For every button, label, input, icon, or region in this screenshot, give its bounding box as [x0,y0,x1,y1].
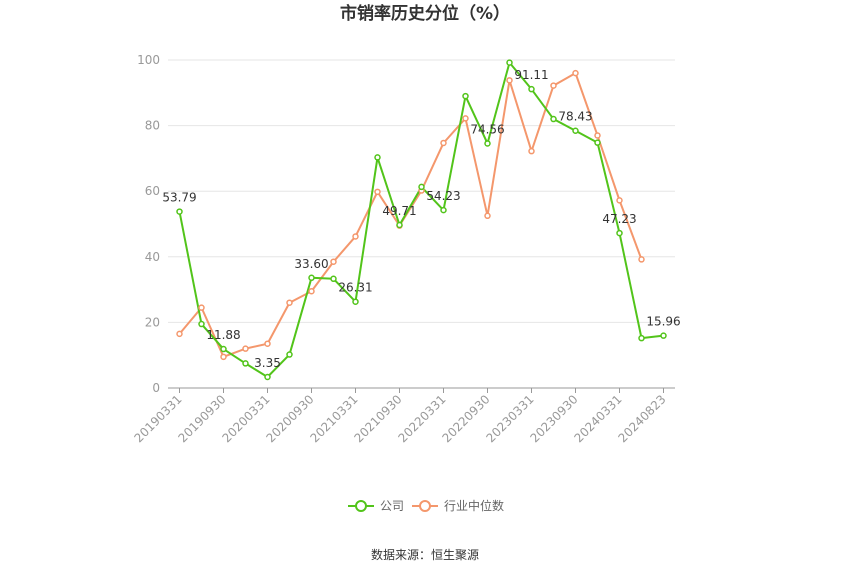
data-label: 74.56 [470,122,504,136]
data-point[interactable] [198,304,205,311]
series-points [176,59,667,381]
data-point[interactable] [418,183,425,191]
data-point[interactable] [352,233,359,240]
data-point[interactable] [462,92,469,100]
data-point[interactable] [594,139,601,146]
legend-item-company[interactable]: 公司 [348,499,404,513]
y-tick-label: 20 [145,315,160,329]
data-label: 33.60 [294,257,328,271]
data-point[interactable] [352,298,359,305]
legend-industry-label: 行业中位数 [444,498,504,513]
data-point[interactable] [286,351,293,358]
data-point[interactable] [330,258,337,265]
legend-item-industry-median[interactable]: 行业中位数 [412,498,504,513]
data-point[interactable] [198,320,205,328]
data-point[interactable] [616,229,623,237]
data-point[interactable] [616,197,623,204]
data-point[interactable] [572,69,579,77]
data-point[interactable] [440,139,447,147]
data-point[interactable] [550,82,557,89]
data-label: 54.23 [426,189,460,203]
data-point[interactable] [286,299,293,306]
data-point[interactable] [308,287,315,295]
data-point[interactable] [638,334,645,342]
legend-company-marker [355,500,367,512]
data-point[interactable] [374,188,381,196]
data-point[interactable] [242,345,249,352]
legend: 公司 行业中位数 [348,498,504,513]
data-point[interactable] [176,208,183,215]
chart-title: 市销率历史分位（%） [340,3,510,24]
series-line [178,72,643,358]
data-point[interactable] [396,221,403,229]
data-point[interactable] [528,85,535,93]
data-point[interactable] [638,256,645,263]
data-point[interactable] [176,330,183,338]
data-point[interactable] [440,206,447,214]
data-label: 3.35 [254,356,281,370]
data-point[interactable] [594,132,601,139]
data-label: 26.31 [338,281,372,295]
y-tick-label: 40 [145,250,160,264]
data-point[interactable] [220,345,227,353]
data-label: 78.43 [558,110,592,124]
legend-industry-marker [419,500,431,512]
data-point[interactable] [572,127,579,134]
data-source: 数据来源：恒生聚源 [371,547,479,562]
x-tick-label: 20240823 [616,392,669,445]
data-point[interactable] [506,77,513,84]
data-point[interactable] [660,332,667,339]
data-label: 53.79 [162,191,196,205]
data-label: 11.88 [206,328,240,342]
data-point[interactable] [264,373,271,381]
y-tick-label: 0 [152,381,160,395]
data-label: 49.71 [382,204,416,218]
data-point[interactable] [220,353,227,361]
legend-company-label: 公司 [380,499,404,513]
data-point[interactable] [462,115,469,122]
data-label: 91.11 [514,68,548,82]
data-point[interactable] [528,147,535,155]
y-tick-label: 80 [145,119,160,133]
data-point[interactable] [242,360,249,367]
data-point[interactable] [484,212,491,220]
data-labels: 53.79 11.88 3.35 33.60 26.31 49.71 54.23 74.56 9… [162,68,680,370]
data-point[interactable] [506,59,513,66]
data-point[interactable] [330,275,337,283]
data-point[interactable] [374,154,381,161]
data-label: 47.23 [602,212,636,226]
data-point[interactable] [308,274,315,282]
y-tick-label: 100 [137,53,160,67]
data-label: 15.96 [646,315,680,329]
y-tick-label: 60 [145,184,160,198]
x-axis-ticks: 2019033120190930202003312020093020210331… [132,388,669,445]
data-point[interactable] [264,340,271,347]
y-axis-ticks: 0 20 40 60 80 100 [137,53,160,395]
data-point[interactable] [484,140,491,147]
data-point[interactable] [550,115,557,123]
